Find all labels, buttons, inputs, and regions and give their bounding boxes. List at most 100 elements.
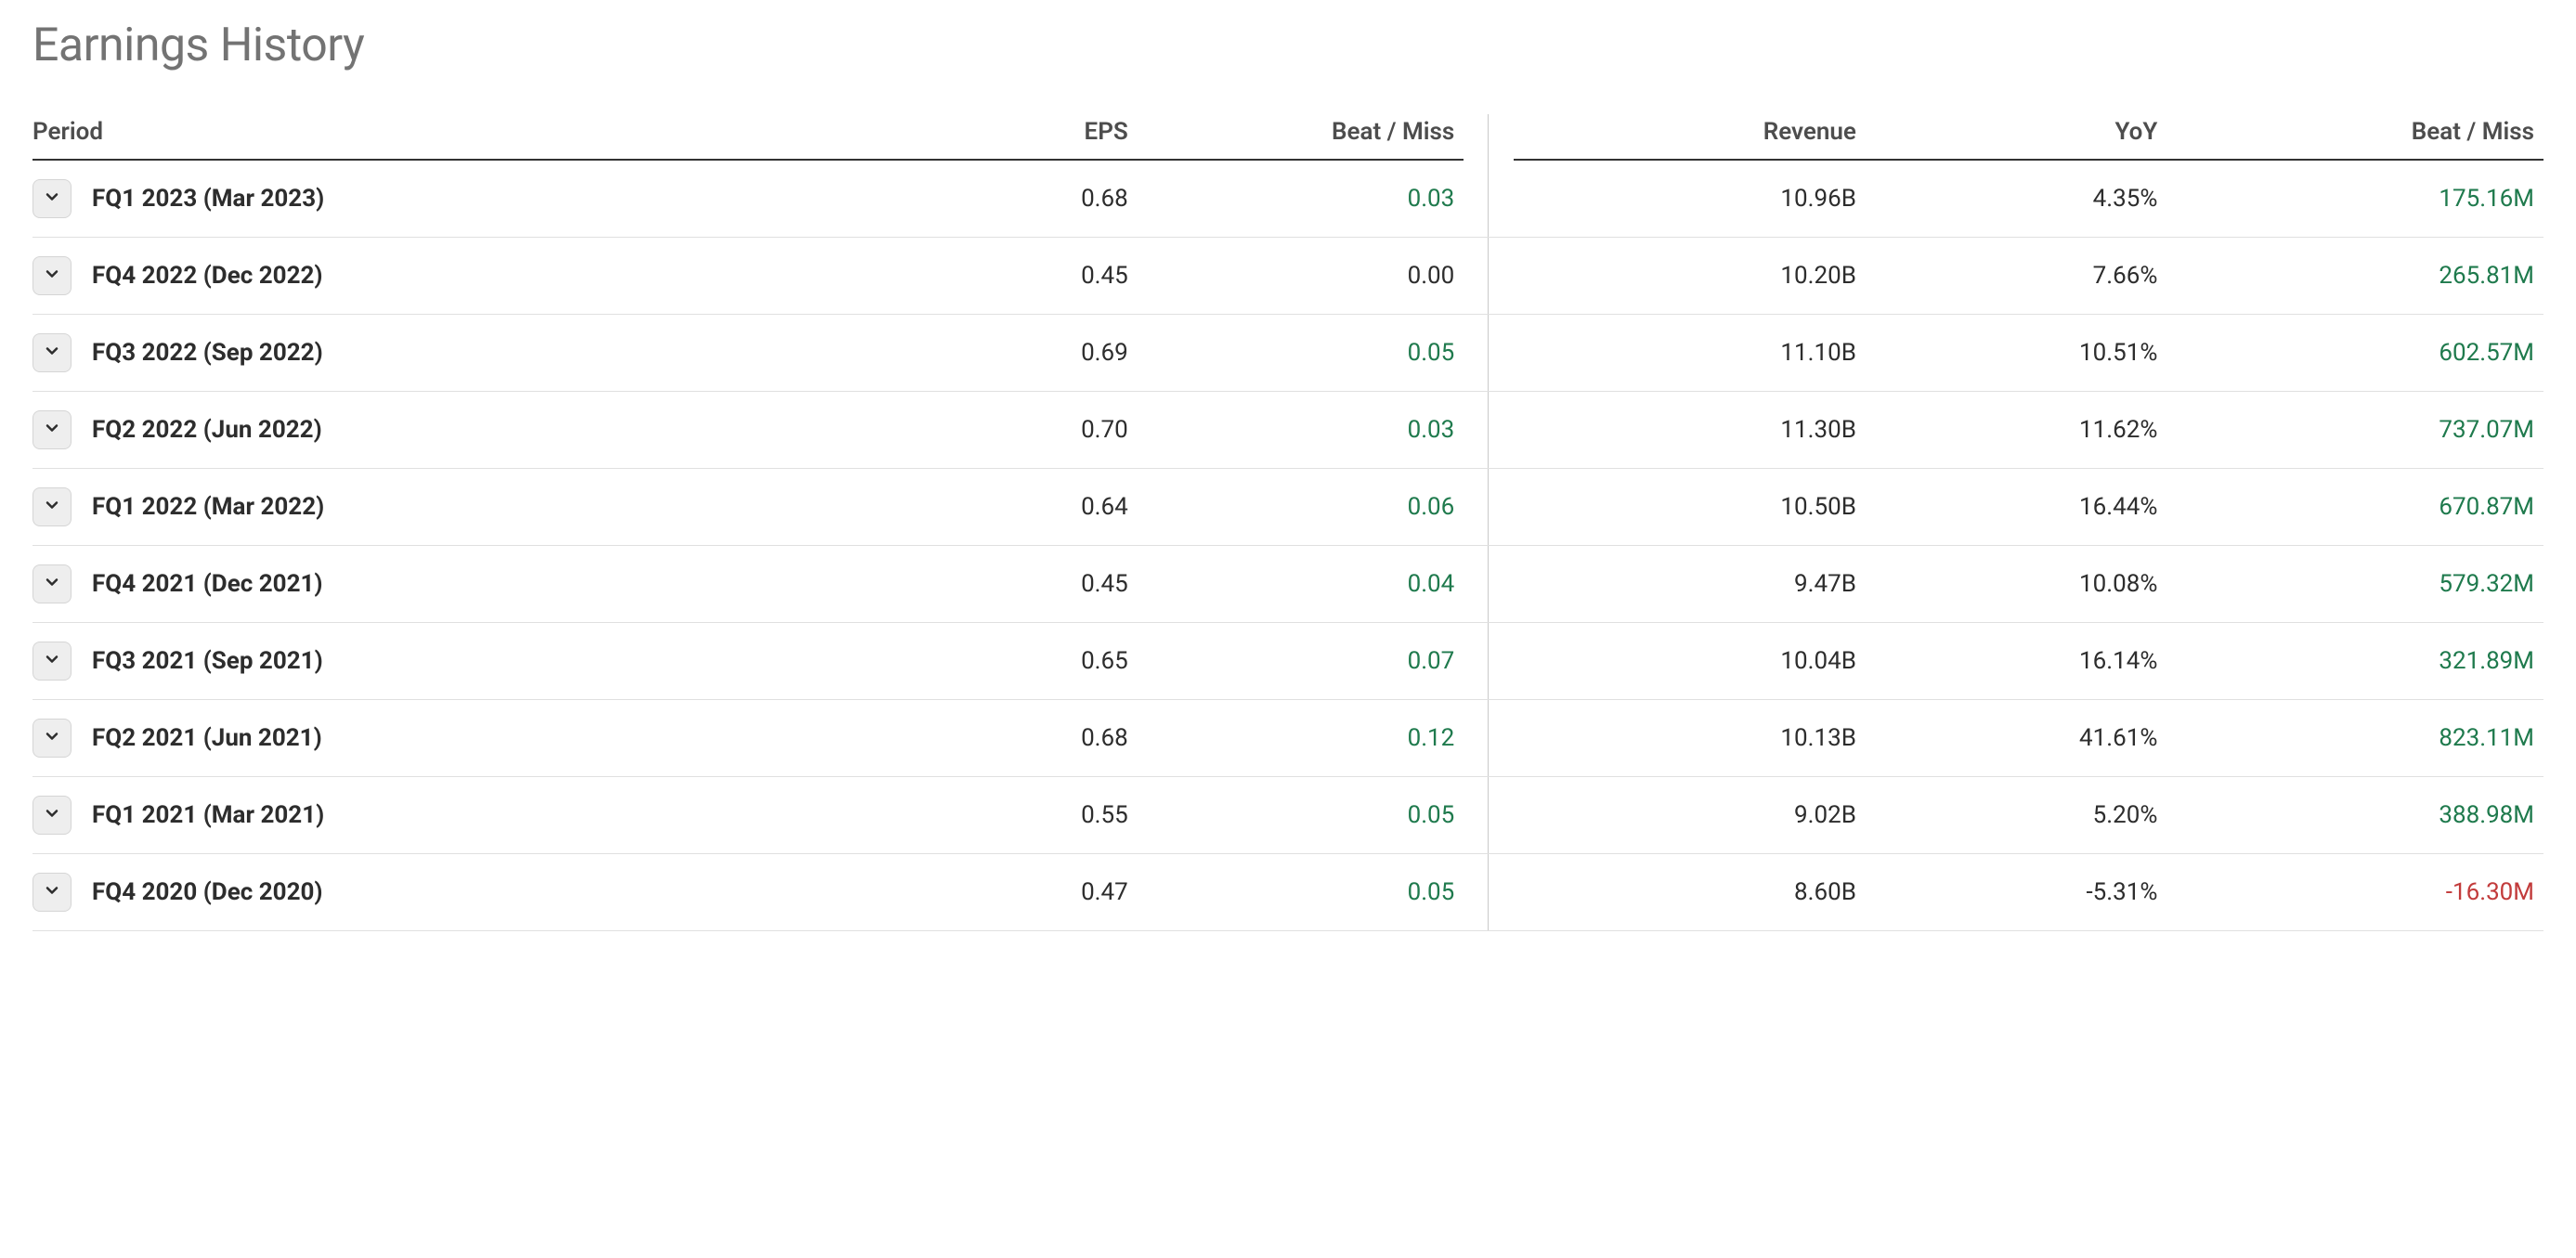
column-header-period: Period	[33, 105, 886, 160]
expand-row-button[interactable]	[33, 719, 72, 758]
column-header-rev-beat-miss: Beat / Miss	[2166, 105, 2543, 160]
cell-rev-beat-miss: 175.16M	[2166, 160, 2543, 238]
cell-revenue: 9.47B	[1514, 546, 1866, 623]
cell-eps: 0.65	[886, 623, 1137, 700]
expand-row-button[interactable]	[33, 256, 72, 295]
cell-eps-beat-miss: 0.06	[1138, 469, 1464, 546]
table-row: FQ1 2022 (Mar 2022) 0.640.06 10.50B16.44%6…	[33, 469, 2543, 546]
expand-row-button[interactable]	[33, 796, 72, 835]
cell-yoy: 11.62%	[1866, 392, 2166, 469]
cell-eps: 0.69	[886, 315, 1137, 392]
period-label: FQ1 2022 (Mar 2022)	[92, 493, 324, 521]
cell-eps: 0.68	[886, 700, 1137, 777]
cell-period: FQ4 2022 (Dec 2022)	[33, 238, 886, 315]
period-label: FQ2 2022 (Jun 2022)	[92, 416, 322, 444]
expand-row-button[interactable]	[33, 179, 72, 218]
cell-revenue: 10.96B	[1514, 160, 1866, 238]
cell-rev-beat-miss: 265.81M	[2166, 238, 2543, 315]
cell-eps-beat-miss: 0.00	[1138, 238, 1464, 315]
chevron-down-icon	[43, 339, 61, 367]
period-label: FQ2 2021 (Jun 2021)	[92, 724, 322, 752]
expand-row-button[interactable]	[33, 410, 72, 449]
cell-eps-beat-miss: 0.07	[1138, 623, 1464, 700]
cell-yoy: 16.44%	[1866, 469, 2166, 546]
table-header-row: Period EPS Beat / Miss Revenue YoY Beat …	[33, 105, 2543, 160]
cell-eps: 0.47	[886, 854, 1137, 931]
expand-row-button[interactable]	[33, 487, 72, 526]
chevron-down-icon	[43, 724, 61, 752]
cell-period: FQ3 2022 (Sep 2022)	[33, 315, 886, 392]
expand-row-button[interactable]	[33, 642, 72, 681]
chevron-down-icon	[43, 262, 61, 290]
divider-cell	[1464, 623, 1514, 700]
cell-eps-beat-miss: 0.05	[1138, 315, 1464, 392]
cell-yoy: 10.51%	[1866, 315, 2166, 392]
expand-row-button[interactable]	[33, 873, 72, 912]
expand-row-button[interactable]	[33, 564, 72, 603]
cell-rev-beat-miss: 579.32M	[2166, 546, 2543, 623]
cell-revenue: 11.10B	[1514, 315, 1866, 392]
period-label: FQ1 2023 (Mar 2023)	[92, 185, 324, 213]
cell-rev-beat-miss: 602.57M	[2166, 315, 2543, 392]
expand-row-button[interactable]	[33, 333, 72, 372]
cell-period: FQ1 2022 (Mar 2022)	[33, 469, 886, 546]
chevron-down-icon	[43, 647, 61, 675]
cell-eps: 0.70	[886, 392, 1137, 469]
divider-cell	[1464, 700, 1514, 777]
divider-cell	[1464, 160, 1514, 238]
cell-eps-beat-miss: 0.12	[1138, 700, 1464, 777]
cell-eps-beat-miss: 0.03	[1138, 392, 1464, 469]
cell-yoy: 7.66%	[1866, 238, 2166, 315]
cell-yoy: 4.35%	[1866, 160, 2166, 238]
divider-cell	[1464, 854, 1514, 931]
period-label: FQ4 2022 (Dec 2022)	[92, 262, 323, 290]
earnings-history-table: Period EPS Beat / Miss Revenue YoY Beat …	[33, 105, 2543, 931]
table-row: FQ2 2022 (Jun 2022) 0.700.03 11.30B11.62%7…	[33, 392, 2543, 469]
divider-cell	[1464, 315, 1514, 392]
period-label: FQ4 2020 (Dec 2020)	[92, 878, 323, 906]
chevron-down-icon	[43, 570, 61, 598]
cell-eps: 0.64	[886, 469, 1137, 546]
cell-period: FQ1 2023 (Mar 2023)	[33, 160, 886, 238]
cell-yoy: 41.61%	[1866, 700, 2166, 777]
cell-revenue: 10.04B	[1514, 623, 1866, 700]
divider-cell	[1464, 392, 1514, 469]
chevron-down-icon	[43, 416, 61, 444]
cell-yoy: -5.31%	[1866, 854, 2166, 931]
table-row: FQ4 2020 (Dec 2020)0.470.058.60B-5.31%-1…	[33, 854, 2543, 931]
page-title: Earnings History	[33, 19, 2543, 72]
chevron-down-icon	[43, 801, 61, 829]
period-label: FQ4 2021 (Dec 2021)	[92, 570, 323, 598]
cell-eps: 0.45	[886, 546, 1137, 623]
cell-revenue: 10.13B	[1514, 700, 1866, 777]
cell-eps-beat-miss: 0.04	[1138, 546, 1464, 623]
cell-revenue: 8.60B	[1514, 854, 1866, 931]
cell-yoy: 5.20%	[1866, 777, 2166, 854]
period-label: FQ1 2021 (Mar 2021)	[92, 801, 324, 829]
table-row: FQ1 2021 (Mar 2021)0.550.059.02B5.20%388…	[33, 777, 2543, 854]
table-row: FQ3 2021 (Sep 2021)0.650.0710.04B16.14%3…	[33, 623, 2543, 700]
cell-eps: 0.45	[886, 238, 1137, 315]
divider-cell	[1464, 238, 1514, 315]
cell-rev-beat-miss: -16.30M	[2166, 854, 2543, 931]
table-row: FQ4 2021 (Dec 2021) 0.450.04 9.47B10.08%57…	[33, 546, 2543, 623]
cell-yoy: 10.08%	[1866, 546, 2166, 623]
cell-yoy: 16.14%	[1866, 623, 2166, 700]
cell-rev-beat-miss: 823.11M	[2166, 700, 2543, 777]
cell-revenue: 10.50B	[1514, 469, 1866, 546]
cell-revenue: 11.30B	[1514, 392, 1866, 469]
cell-eps: 0.55	[886, 777, 1137, 854]
period-label: FQ3 2022 (Sep 2022)	[92, 339, 323, 367]
period-label: FQ3 2021 (Sep 2021)	[92, 647, 323, 675]
cell-eps-beat-miss: 0.05	[1138, 777, 1464, 854]
table-row: FQ3 2022 (Sep 2022) 0.690.05 11.10B10.51%6…	[33, 315, 2543, 392]
cell-period: FQ2 2021 (Jun 2021)	[33, 700, 886, 777]
cell-period: FQ2 2022 (Jun 2022)	[33, 392, 886, 469]
cell-eps: 0.68	[886, 160, 1137, 238]
cell-period: FQ4 2020 (Dec 2020)	[33, 854, 886, 931]
cell-revenue: 9.02B	[1514, 777, 1866, 854]
cell-period: FQ3 2021 (Sep 2021)	[33, 623, 886, 700]
divider-cell	[1464, 777, 1514, 854]
cell-rev-beat-miss: 737.07M	[2166, 392, 2543, 469]
cell-rev-beat-miss: 670.87M	[2166, 469, 2543, 546]
